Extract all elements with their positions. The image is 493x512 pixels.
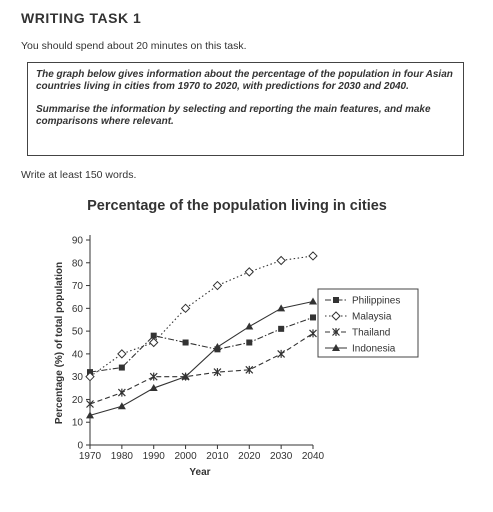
task-summary-instruction: Summarise the information by selecting a… <box>36 104 431 127</box>
y-tick-label: 90 <box>72 236 84 247</box>
y-tick-label: 30 <box>72 372 84 383</box>
data-point-philippines <box>182 339 189 346</box>
y-tick-label: 70 <box>72 281 84 292</box>
data-point-thailand <box>86 400 94 408</box>
series-line-philippines <box>89 316 314 373</box>
series-line-malaysia <box>89 255 314 378</box>
x-tick-label: 2020 <box>238 451 261 462</box>
legend-label-malaysia: Malaysia <box>352 312 392 323</box>
y-tick-label: 40 <box>72 349 84 360</box>
task-box: The graph below gives information about … <box>27 62 464 156</box>
data-point-malaysia <box>117 349 127 359</box>
task-description: The graph below gives information about … <box>36 69 453 92</box>
series-line-thailand <box>89 332 314 405</box>
data-point-thailand <box>277 349 286 358</box>
y-tick-label: 0 <box>77 441 83 452</box>
legend-marker-malaysia <box>331 311 341 321</box>
data-point-malaysia <box>85 371 95 382</box>
time-instruction: You should spend about 20 minutes on thi… <box>21 40 247 52</box>
data-point-thailand <box>309 329 317 338</box>
x-tick-label: 2040 <box>302 451 325 462</box>
page-title: WRITING TASK 1 <box>21 10 142 26</box>
x-axis-label: Year <box>189 467 210 478</box>
legend-marker-philippines <box>333 297 339 303</box>
legend-box <box>317 288 419 358</box>
data-point-philippines <box>246 339 253 346</box>
y-tick-label: 50 <box>72 327 84 338</box>
data-point-malaysia <box>244 267 254 277</box>
legend-label-philippines: Philippines <box>352 296 400 307</box>
x-tick-label: 1990 <box>143 451 166 462</box>
data-point-philippines <box>150 332 157 339</box>
x-tick-label: 1980 <box>111 451 134 462</box>
data-point-indonesia <box>277 304 286 312</box>
x-tick-label: 2010 <box>206 451 229 462</box>
legend-label-thailand: Thailand <box>352 328 390 339</box>
data-point-malaysia <box>276 255 286 266</box>
data-point-philippines <box>310 314 316 321</box>
y-tick-label: 80 <box>72 258 84 269</box>
chart-title: Percentage of the population living in c… <box>87 198 387 214</box>
legend-marker-indonesia <box>332 344 340 351</box>
data-point-thailand <box>117 388 126 397</box>
legend-marker-thailand <box>332 328 340 336</box>
y-tick-label: 60 <box>72 304 84 315</box>
data-point-malaysia <box>212 280 223 291</box>
data-point-thailand <box>149 372 158 381</box>
data-point-malaysia <box>149 337 159 348</box>
y-tick-label: 10 <box>72 418 84 429</box>
word-count-instruction: Write at least 150 words. <box>21 169 137 181</box>
x-tick-label: 2000 <box>174 451 197 462</box>
data-point-philippines <box>278 325 285 332</box>
legend: Philippines Malaysia Thailand Indonesia <box>317 288 419 358</box>
x-tick-label: 1970 <box>79 451 102 462</box>
data-point-malaysia <box>180 303 191 314</box>
line-chart: Percentage of the population living in c… <box>54 198 419 478</box>
data-point-indonesia <box>117 402 126 410</box>
y-axis-label: Percentage (%) of total population <box>54 262 65 424</box>
data-point-malaysia <box>308 251 318 261</box>
data-point-thailand <box>213 368 222 377</box>
data-point-indonesia <box>86 411 94 419</box>
data-point-indonesia <box>309 297 317 305</box>
data-point-indonesia <box>245 322 254 330</box>
data-point-thailand <box>245 365 254 374</box>
data-point-indonesia <box>149 384 158 392</box>
y-tick-label: 20 <box>72 395 84 406</box>
data-point-indonesia <box>213 343 222 351</box>
data-point-indonesia <box>181 372 190 380</box>
series-line-indonesia <box>89 300 314 416</box>
x-tick-label: 2030 <box>270 451 293 462</box>
data-point-philippines <box>118 364 125 371</box>
legend-label-indonesia: Indonesia <box>352 344 396 355</box>
